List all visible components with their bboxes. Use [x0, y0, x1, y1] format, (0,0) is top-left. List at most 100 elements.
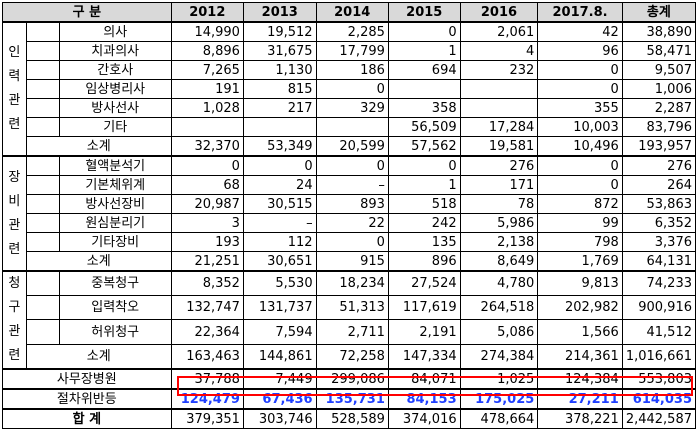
value-cell [170, 117, 244, 137]
value-cell: 0 [387, 155, 461, 176]
value-cell: 22,364 [170, 319, 244, 345]
table-row: 허위청구 22,364 7,594 2,711 2,191 5,086 1,566 41,51… [3, 319, 696, 345]
spacer-cell [25, 155, 60, 176]
value-cell: 72,258 [315, 343, 389, 370]
value-cell: 78 [459, 194, 539, 214]
value-cell: 22 [315, 213, 389, 233]
table-row: 기타 56,509 17,284 10,003 83,796 [3, 117, 696, 137]
row-label: 기타 [58, 117, 172, 137]
value-cell: 1,006 [621, 79, 696, 99]
category-char: 인 [8, 45, 21, 60]
value-cell: 9,813 [537, 270, 623, 297]
header-label: 구 분 [2, 2, 172, 23]
value-cell: 193,957 [621, 136, 696, 157]
value-cell: 10,003 [537, 117, 623, 137]
value-cell: 21,251 [170, 251, 244, 272]
value-cell: 202,982 [537, 295, 623, 321]
value-cell: 872 [537, 194, 623, 214]
row-label: 원심분리기 [58, 213, 172, 233]
value-cell [459, 98, 539, 118]
subtotal-label: 소계 [25, 136, 172, 157]
row-label: 치과의사 [58, 41, 172, 61]
procedure-row-label: 절차위반등 [2, 388, 172, 410]
value-cell: 132,747 [170, 295, 244, 321]
row-label: 혈액분석기 [58, 155, 172, 176]
value-cell [387, 79, 461, 99]
value-cell: 51,313 [315, 295, 389, 321]
value-cell: 84,153 [387, 388, 461, 410]
value-cell: 0 [315, 155, 389, 176]
value-cell: 53,349 [242, 136, 317, 157]
category-char: 청 [8, 276, 21, 291]
value-cell: 3,376 [621, 232, 696, 252]
spacer-cell [25, 175, 60, 195]
value-cell: 7,449 [242, 368, 317, 390]
value-cell: 42 [537, 21, 623, 42]
value-cell: 329 [315, 98, 389, 118]
category-char: 관 [8, 217, 21, 233]
table-row: 간호사 7,265 1,130 186 694 232 0 9,507 [3, 60, 696, 80]
value-cell: 0 [387, 21, 461, 42]
category-char: 구 [8, 300, 21, 315]
value-cell: 20,987 [170, 194, 244, 214]
table-row: 소계 163,463 144,861 72,258 147,334 274,384 214,… [3, 343, 696, 370]
value-cell: 264,518 [459, 295, 539, 321]
value-cell: 6,352 [621, 213, 696, 233]
value-cell: 0 [170, 155, 244, 176]
value-cell: 96 [537, 41, 623, 61]
value-cell: 276 [621, 155, 696, 176]
value-cell: 124,384 [537, 368, 623, 390]
value-cell: 124,479 [170, 388, 244, 410]
value-cell: 14,990 [170, 21, 244, 42]
value-cell: 147,334 [387, 343, 461, 370]
header-year: 2016 [459, 2, 539, 23]
value-cell: 74,233 [621, 270, 696, 297]
table-row: 인 력 관 련 의사 14,990 19,512 2,285 0 2,061 42 38,890 [2, 21, 696, 157]
spacer-cell [25, 232, 60, 252]
value-cell: 131,737 [242, 295, 317, 321]
row-label: 중복청구 [58, 270, 172, 297]
spacer-cell [25, 194, 60, 214]
header-year: 2013 [242, 2, 317, 23]
spacer-cell [25, 21, 60, 42]
value-cell: 17,284 [459, 117, 539, 137]
value-cell: 0 [537, 155, 623, 176]
value-cell: 2,285 [315, 21, 389, 42]
row-label: 간호사 [58, 60, 172, 80]
row-label: 방사선사 [58, 98, 172, 118]
procedure-row: 절차위반등 124,479 67,436 135,731 84,153 175,025 27… [2, 388, 696, 410]
value-cell: 0 [242, 155, 317, 176]
value-cell: 56,509 [387, 117, 461, 137]
value-cell: 17,799 [315, 41, 389, 61]
value-cell: 30,515 [242, 194, 317, 214]
value-cell: 2,191 [387, 319, 461, 345]
value-cell: 58,471 [621, 41, 696, 61]
value-cell: 24 [242, 175, 317, 195]
value-cell: 299,086 [315, 368, 389, 390]
value-cell: 2,442,587 [621, 408, 696, 429]
value-cell: 217 [242, 98, 317, 118]
value-cell: 358 [387, 98, 461, 118]
value-cell: 27,524 [387, 270, 461, 297]
value-cell: 83,796 [621, 117, 696, 137]
value-cell: 1,025 [459, 368, 539, 390]
value-cell: 614,035 [621, 388, 696, 410]
header-year: 2017.8. [537, 2, 623, 23]
value-cell: 0 [537, 175, 623, 195]
value-cell: 242 [387, 213, 461, 233]
value-cell: 99 [537, 213, 623, 233]
office-row-label: 사무장병원 [2, 368, 172, 390]
header-year: 2014 [315, 2, 389, 23]
value-cell: 303,746 [242, 408, 317, 429]
value-cell: 900,916 [621, 295, 696, 321]
value-cell: 175,025 [459, 388, 539, 410]
category-char: 련 [8, 348, 21, 363]
value-cell: 5,986 [459, 213, 539, 233]
value-cell [315, 117, 389, 137]
value-cell: 112 [242, 232, 317, 252]
spacer-cell [25, 41, 60, 61]
value-cell: 186 [315, 60, 389, 80]
value-cell: 117,619 [387, 295, 461, 321]
value-cell: 4 [459, 41, 539, 61]
